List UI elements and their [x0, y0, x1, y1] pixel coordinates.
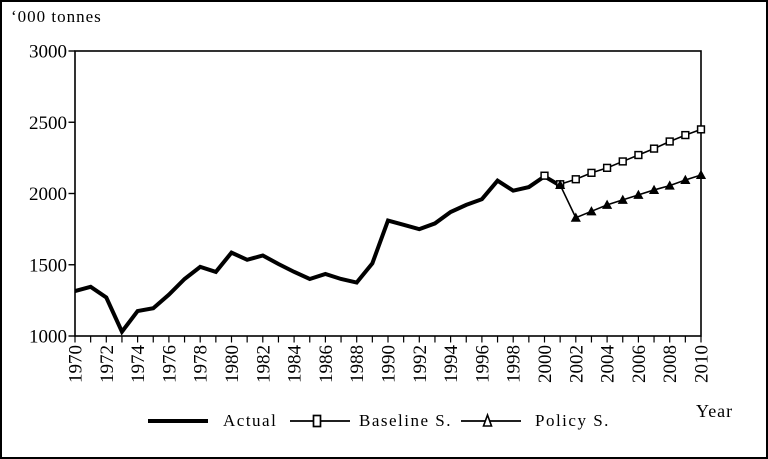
x-axis-tick-label: 1996: [472, 345, 493, 383]
x-axis-tick-label: 2002: [566, 345, 587, 383]
legend-label-actual: Actual: [223, 411, 278, 430]
x-axis-tick-label: 1980: [222, 345, 243, 383]
y-axis-unit-label: ‘000 tonnes: [11, 7, 102, 26]
policy-triangle-marker: [664, 180, 675, 190]
x-axis-tick-label: 1982: [253, 345, 274, 383]
baseline-square-marker: [587, 168, 596, 177]
x-axis-tick-label: 1976: [159, 345, 180, 383]
baseline-square-marker: [696, 125, 706, 134]
policy-triangle-marker: [570, 212, 581, 222]
policy-triangle-marker: [586, 206, 597, 216]
x-axis-tick-label: 1984: [285, 345, 306, 384]
x-axis-tick-label: 1988: [347, 345, 368, 383]
policy-triangle-marker: [680, 174, 691, 184]
policy-triangle-marker: [602, 199, 613, 209]
x-axis-tick-label: 1974: [128, 345, 149, 384]
baseline-square-marker: [649, 144, 659, 153]
policy-triangle-marker: [648, 184, 660, 194]
y-axis-tick-label: 2000: [29, 184, 67, 205]
baseline-square-marker: [665, 137, 674, 146]
actual-line-sample-icon: [148, 419, 208, 423]
x-axis-tick-label: 2000: [535, 345, 556, 383]
legend-item-baseline: Baseline S.: [289, 408, 452, 434]
y-axis-tick-label: 1500: [29, 255, 67, 276]
legend-label-baseline: Baseline S.: [359, 411, 452, 430]
y-axis-tick-label: 1000: [29, 327, 67, 348]
x-axis-tick-label: 1972: [97, 345, 118, 383]
x-axis-title: Year: [696, 401, 734, 421]
x-axis-tick-label: 1978: [191, 345, 212, 383]
series-line-actual: [74, 174, 562, 336]
policy-triangle-marker: [555, 179, 566, 189]
baseline-square-marker: [618, 157, 627, 166]
baseline-square-marker: [602, 163, 612, 172]
policy-triangle-marker: [695, 169, 707, 179]
series-line-baseline-s: [544, 128, 702, 186]
baseline-square-marker: [634, 150, 643, 160]
policy-triangle-sample-icon: [461, 412, 521, 427]
x-axis-tick-label: 1992: [410, 345, 431, 383]
x-axis-tick-label: 2008: [660, 345, 681, 383]
legend-item-actual: Actual: [147, 408, 277, 434]
x-axis-tick-label: 1998: [504, 345, 525, 383]
baseline-square-marker: [571, 175, 580, 184]
legend-item-policy: Policy S.: [460, 408, 610, 434]
x-axis-tick-label: 1994: [441, 345, 462, 384]
series-line-policy-s: [559, 174, 702, 219]
y-axis-tick-label: 2500: [29, 113, 67, 134]
x-axis-tick-label: 1970: [66, 345, 87, 383]
policy-triangle-marker: [633, 189, 644, 199]
baseline-square-marker: [540, 171, 549, 180]
baseline-square-sample-icon: [290, 414, 350, 428]
baseline-square-marker: [681, 130, 690, 140]
x-axis-tick-label: 2010: [692, 345, 713, 383]
x-axis-tick-label: 1986: [316, 345, 337, 383]
x-axis-tick-label: 2004: [598, 345, 619, 384]
legend-label-policy: Policy S.: [535, 411, 610, 430]
legend: Actual Baseline S. Policy S.: [2, 408, 766, 434]
y-axis-tick-label: 3000: [29, 42, 67, 63]
policy-triangle-marker: [617, 194, 628, 204]
x-axis-tick-label: 1990: [379, 345, 400, 383]
x-axis-tick-label: 2006: [629, 345, 650, 383]
